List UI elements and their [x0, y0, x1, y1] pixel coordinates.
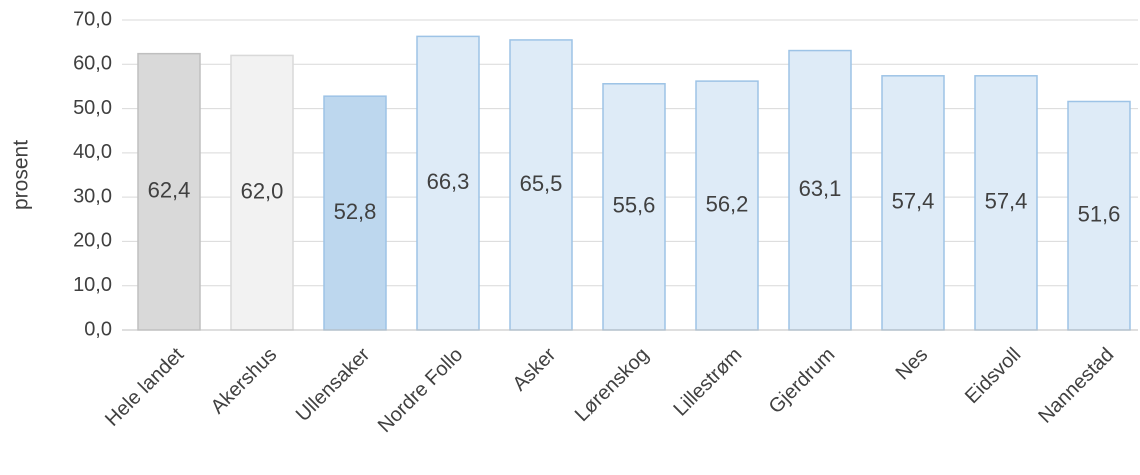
data-label: 65,5 — [520, 171, 563, 196]
x-tick-label: Gjerdrum — [765, 344, 840, 419]
data-label: 57,4 — [892, 189, 935, 214]
x-tick-label: Nannestad — [1034, 344, 1118, 428]
data-label: 55,6 — [613, 193, 656, 218]
x-tick-label: Hele landet — [101, 343, 188, 430]
x-tick-label: Lørenskog — [571, 344, 653, 426]
data-label: 62,0 — [241, 179, 284, 204]
bar — [788, 49, 852, 331]
bar — [1067, 100, 1131, 331]
bar — [416, 35, 480, 331]
y-tick-label: 50,0 — [73, 97, 112, 119]
y-tick-label: 30,0 — [73, 185, 112, 207]
data-label: 57,4 — [985, 189, 1028, 214]
data-label: 63,1 — [799, 176, 842, 201]
x-tick-label: Akershus — [207, 344, 282, 419]
data-label: 56,2 — [706, 191, 749, 216]
data-label: 52,8 — [334, 199, 377, 224]
y-tick-label: 70,0 — [73, 8, 112, 30]
x-tick-label: Ullensaker — [292, 343, 375, 426]
bar — [323, 95, 387, 331]
y-tick-label: 40,0 — [73, 141, 112, 163]
bar — [602, 83, 666, 331]
y-tick-label: 60,0 — [73, 53, 112, 75]
bar — [974, 75, 1038, 331]
x-tick-label: Nordre Follo — [374, 344, 467, 437]
x-tick-label: Eidsvoll — [961, 344, 1025, 408]
y-axis-title: prosent — [10, 140, 33, 210]
data-label: 51,6 — [1078, 202, 1121, 227]
bar — [695, 80, 759, 331]
y-tick-label: 0,0 — [84, 318, 112, 340]
y-tick-label: 20,0 — [73, 230, 112, 252]
y-tick-label: 10,0 — [73, 274, 112, 296]
x-tick-label: Lillestrøm — [669, 344, 746, 421]
data-label: 62,4 — [148, 178, 191, 203]
x-tick-label: Nes — [892, 344, 933, 385]
x-tick-label: Asker — [509, 343, 561, 395]
bar — [230, 54, 294, 331]
data-label: 66,3 — [427, 169, 470, 194]
bar — [137, 52, 201, 331]
bar — [509, 39, 573, 331]
